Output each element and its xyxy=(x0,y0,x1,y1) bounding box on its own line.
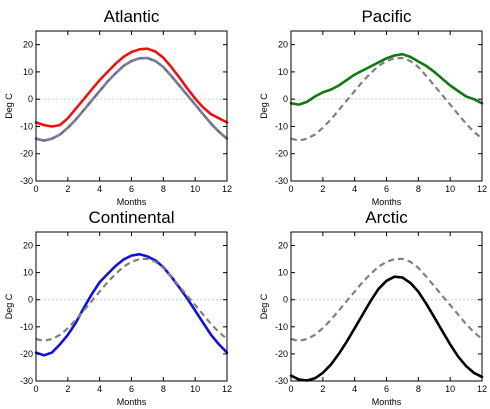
y-tick-label: -30 xyxy=(20,376,33,386)
x-tick-label: 10 xyxy=(190,384,200,394)
plot-frame xyxy=(290,231,483,382)
y-axis-label: Deg C xyxy=(4,293,14,319)
y-tick-label: 20 xyxy=(278,40,288,50)
x-axis-label: Months xyxy=(117,197,147,207)
x-tick-label: 2 xyxy=(320,184,325,194)
x-tick-label: 8 xyxy=(416,184,421,194)
x-tick-label: 0 xyxy=(288,384,293,394)
x-tick-label: 8 xyxy=(161,184,166,194)
series-line-2 xyxy=(290,257,483,342)
x-tick-label: 6 xyxy=(129,384,134,394)
series-line-2 xyxy=(35,257,228,342)
panel-3: Continental 0 2 4 6 8 10 12 -30 -20 -10 0 10 20 Months… xyxy=(4,208,232,407)
x-tick-label: 2 xyxy=(320,384,325,394)
x-tick-label: 6 xyxy=(384,184,389,194)
panel-1: Atlantic 0 2 4 6 8 10 12 -30 -20 -10 0 10 20 Months Deg… xyxy=(4,7,232,207)
x-tick-label: 2 xyxy=(65,384,70,394)
y-tick-label: 20 xyxy=(23,40,33,50)
y-tick-label: -30 xyxy=(20,176,33,186)
x-tick-label: 10 xyxy=(190,184,200,194)
chart-title: Pacific xyxy=(361,7,412,26)
y-tick-label: -30 xyxy=(275,376,288,386)
x-tick-label: 10 xyxy=(445,384,455,394)
y-axis-label: Deg C xyxy=(259,93,269,119)
y-tick-label: 10 xyxy=(278,67,288,77)
chart-title: Continental xyxy=(88,208,174,227)
x-tick-label: 4 xyxy=(352,184,357,194)
x-tick-label: 12 xyxy=(222,384,232,394)
x-tick-label: 4 xyxy=(97,184,102,194)
x-tick-label: 8 xyxy=(416,384,421,394)
chart-title: Atlantic xyxy=(104,7,160,26)
plot-frame xyxy=(290,30,483,182)
y-tick-label: -30 xyxy=(275,176,288,186)
y-tick-label: -20 xyxy=(275,149,288,159)
y-tick-label: 20 xyxy=(278,241,288,251)
panel-4: Arctic 0 2 4 6 8 10 12 -30 -20 -10 0 10 20 Months Deg C xyxy=(259,208,487,407)
x-tick-label: 0 xyxy=(33,384,38,394)
y-tick-label: 10 xyxy=(278,268,288,278)
series-line-1 xyxy=(34,47,229,128)
x-tick-label: 0 xyxy=(288,184,293,194)
x-axis-label: Months xyxy=(372,197,402,207)
y-tick-label: 10 xyxy=(23,268,33,278)
x-tick-label: 4 xyxy=(352,384,357,394)
y-tick-label: 0 xyxy=(28,295,33,305)
y-axis-label: Deg C xyxy=(259,293,269,319)
panel-2: Pacific 0 2 4 6 8 10 12 -30 -20 -10 0 10 20 Months Deg … xyxy=(259,7,487,207)
y-tick-label: -10 xyxy=(275,121,288,131)
y-tick-label: -20 xyxy=(20,349,33,359)
x-tick-label: 8 xyxy=(161,384,166,394)
y-tick-label: 0 xyxy=(283,295,288,305)
x-tick-label: 12 xyxy=(477,384,487,394)
y-tick-label: -20 xyxy=(20,149,33,159)
y-tick-label: 0 xyxy=(28,94,33,104)
x-tick-label: 10 xyxy=(445,184,455,194)
series-line-1 xyxy=(34,252,229,357)
x-axis-label: Months xyxy=(372,397,402,407)
series-line-2 xyxy=(290,56,483,142)
chart-title: Arctic xyxy=(365,208,408,227)
y-tick-label: -10 xyxy=(20,121,33,131)
x-tick-label: 12 xyxy=(222,184,232,194)
x-tick-label: 12 xyxy=(477,184,487,194)
y-tick-label: -10 xyxy=(275,322,288,332)
x-tick-label: 6 xyxy=(384,384,389,394)
x-tick-label: 4 xyxy=(97,384,102,394)
series-line-3 xyxy=(35,56,228,142)
y-tick-label: 0 xyxy=(283,94,288,104)
y-tick-label: -10 xyxy=(20,322,33,332)
x-axis-label: Months xyxy=(117,397,147,407)
series-line-1 xyxy=(289,275,484,382)
x-tick-label: 0 xyxy=(33,184,38,194)
y-axis-label: Deg C xyxy=(4,93,14,119)
y-tick-label: 10 xyxy=(23,67,33,77)
series-line-1 xyxy=(289,52,484,106)
x-tick-label: 2 xyxy=(65,184,70,194)
x-tick-label: 6 xyxy=(129,184,134,194)
y-tick-label: 20 xyxy=(23,241,33,251)
y-tick-label: -20 xyxy=(275,349,288,359)
